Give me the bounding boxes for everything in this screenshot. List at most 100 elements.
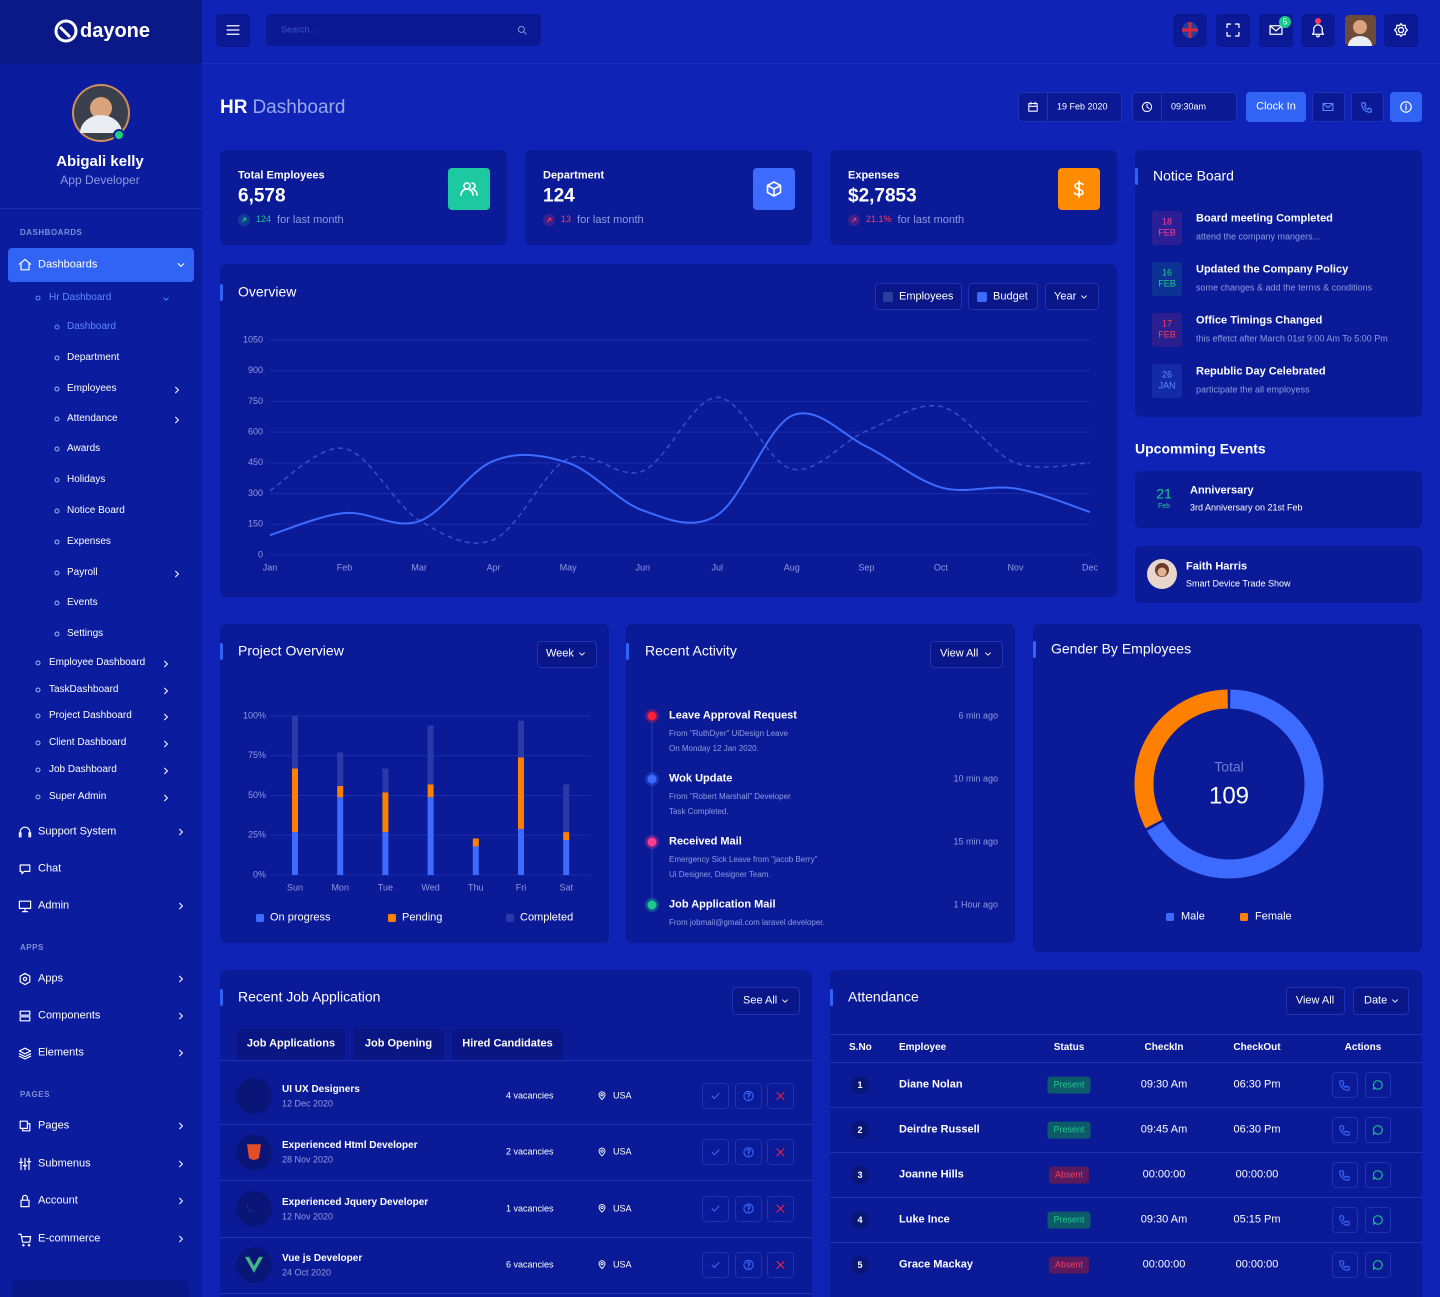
divider: [1161, 92, 1162, 122]
row-action[interactable]: [702, 1139, 729, 1166]
menu-link[interactable]: Dashboard: [67, 321, 116, 332]
button[interactable]: [1353, 987, 1409, 1015]
row-action[interactable]: [767, 1195, 794, 1222]
menu-link[interactable]: TaskDashboard: [49, 684, 119, 695]
menu-item[interactable]: Dashboards: [38, 258, 98, 271]
button[interactable]: [732, 987, 800, 1015]
row-action[interactable]: [1365, 1117, 1391, 1143]
filter-label[interactable]: Week: [546, 647, 574, 660]
search-box[interactable]: [266, 14, 541, 46]
menu-link[interactable]: Settings: [67, 628, 104, 639]
row-action[interactable]: [1365, 1207, 1391, 1233]
row-action[interactable]: [1332, 1252, 1358, 1278]
menu-item[interactable]: Admin: [38, 899, 70, 912]
menu-link[interactable]: Attendance: [67, 413, 118, 424]
notice-title: Office Timings Changed: [1196, 314, 1323, 327]
row-action[interactable]: [1365, 1072, 1391, 1098]
filter-label[interactable]: Year: [1054, 290, 1077, 303]
menu-item[interactable]: Components: [38, 1009, 101, 1022]
tab[interactable]: [353, 1029, 444, 1060]
column-header: S.No: [849, 1042, 872, 1053]
menu-item[interactable]: Account: [38, 1194, 78, 1207]
action-label[interactable]: Date: [1364, 994, 1388, 1007]
menu-link[interactable]: Payroll: [67, 567, 98, 578]
menu-link[interactable]: Department: [67, 352, 120, 363]
search-placeholder[interactable]: Search...: [281, 24, 318, 35]
stat-value: 6,578: [238, 185, 286, 207]
menu-item[interactable]: Hr Dashboard: [49, 292, 112, 303]
menu-item[interactable]: E-commerce: [38, 1232, 101, 1245]
menu-link[interactable]: Notice Board: [67, 505, 125, 516]
date-badge: [1152, 211, 1182, 245]
menu-link[interactable]: Employees: [67, 383, 117, 394]
job-date: 12 Nov 2020: [282, 1211, 334, 1222]
button[interactable]: [875, 283, 962, 310]
row-action[interactable]: [767, 1251, 794, 1278]
menu-link[interactable]: Client Dashboard: [49, 737, 127, 748]
legend-label[interactable]: Employees: [899, 290, 954, 303]
menu-link[interactable]: Awards: [67, 443, 101, 454]
menu-link[interactable]: Super Admin: [49, 791, 107, 802]
button[interactable]: [1351, 92, 1384, 122]
header-button[interactable]: [1216, 14, 1250, 47]
button[interactable]: [1045, 283, 1099, 310]
row-action[interactable]: [702, 1195, 729, 1222]
menu-item[interactable]: Support System: [38, 825, 117, 838]
row-action[interactable]: [767, 1139, 794, 1166]
row-action[interactable]: [1332, 1072, 1358, 1098]
tab[interactable]: [237, 1029, 345, 1060]
legend-label[interactable]: Budget: [993, 290, 1028, 303]
row-action[interactable]: [735, 1083, 762, 1109]
activity-time: 15 min ago: [953, 836, 998, 847]
user-role: App Developer: [60, 172, 140, 187]
row-action[interactable]: [767, 1083, 794, 1109]
row-action[interactable]: [1332, 1117, 1358, 1143]
menu-link[interactable]: Holidays: [67, 474, 106, 485]
row-action[interactable]: [702, 1251, 729, 1278]
menu-item[interactable]: Chat: [38, 862, 62, 875]
button[interactable]: [537, 641, 597, 668]
button[interactable]: [1312, 92, 1345, 122]
row-action[interactable]: [702, 1083, 729, 1109]
menu-heading: DASHBOARDS: [20, 228, 83, 238]
menu-link[interactable]: Project Dashboard: [49, 710, 132, 721]
status-badge: Present: [1047, 1211, 1091, 1229]
info-button[interactable]: [1390, 92, 1422, 122]
row-action[interactable]: [735, 1139, 762, 1166]
check-out: 05:15 Pm: [1233, 1213, 1281, 1226]
divider: [830, 1034, 1422, 1035]
tab-label[interactable]: Job Applications: [246, 1037, 336, 1050]
row-action[interactable]: [1365, 1252, 1391, 1278]
tab-label[interactable]: Job Opening: [364, 1037, 433, 1050]
menu-link[interactable]: Employee Dashboard: [49, 657, 146, 668]
tab[interactable]: [452, 1029, 563, 1060]
header-button[interactable]: [1173, 14, 1207, 47]
button[interactable]: [1286, 987, 1345, 1015]
menu-link[interactable]: Job Dashboard: [49, 764, 117, 775]
header-button[interactable]: [1259, 14, 1293, 47]
clock-in-label[interactable]: Clock In: [1256, 100, 1296, 113]
row-action[interactable]: [735, 1195, 762, 1222]
menu-link[interactable]: Events: [67, 597, 98, 608]
row-action[interactable]: [1332, 1207, 1358, 1233]
menu-toggle[interactable]: [216, 14, 250, 47]
menu-item[interactable]: Apps: [38, 972, 64, 985]
stat-change-part: for last month: [277, 214, 344, 226]
row-action[interactable]: [1332, 1162, 1358, 1188]
clock-in-button[interactable]: [1246, 92, 1306, 122]
tab-label[interactable]: Hired Candidates: [462, 1037, 553, 1050]
menu-item[interactable]: Elements: [38, 1046, 84, 1059]
action-label[interactable]: View All: [1295, 994, 1335, 1007]
activity-time: 6 min ago: [958, 710, 998, 721]
action-label[interactable]: See All: [743, 994, 778, 1007]
menu-link[interactable]: Expenses: [67, 536, 111, 547]
title-accent: [1033, 641, 1036, 658]
header-button[interactable]: [1384, 14, 1418, 47]
row-action[interactable]: [735, 1251, 762, 1278]
menu-item-active[interactable]: [8, 248, 194, 282]
row-action[interactable]: [1365, 1162, 1391, 1188]
menu-item[interactable]: Submenus: [38, 1157, 91, 1170]
action-label[interactable]: View All: [940, 647, 979, 660]
header-button[interactable]: [1301, 14, 1335, 47]
menu-item[interactable]: Pages: [38, 1119, 70, 1132]
